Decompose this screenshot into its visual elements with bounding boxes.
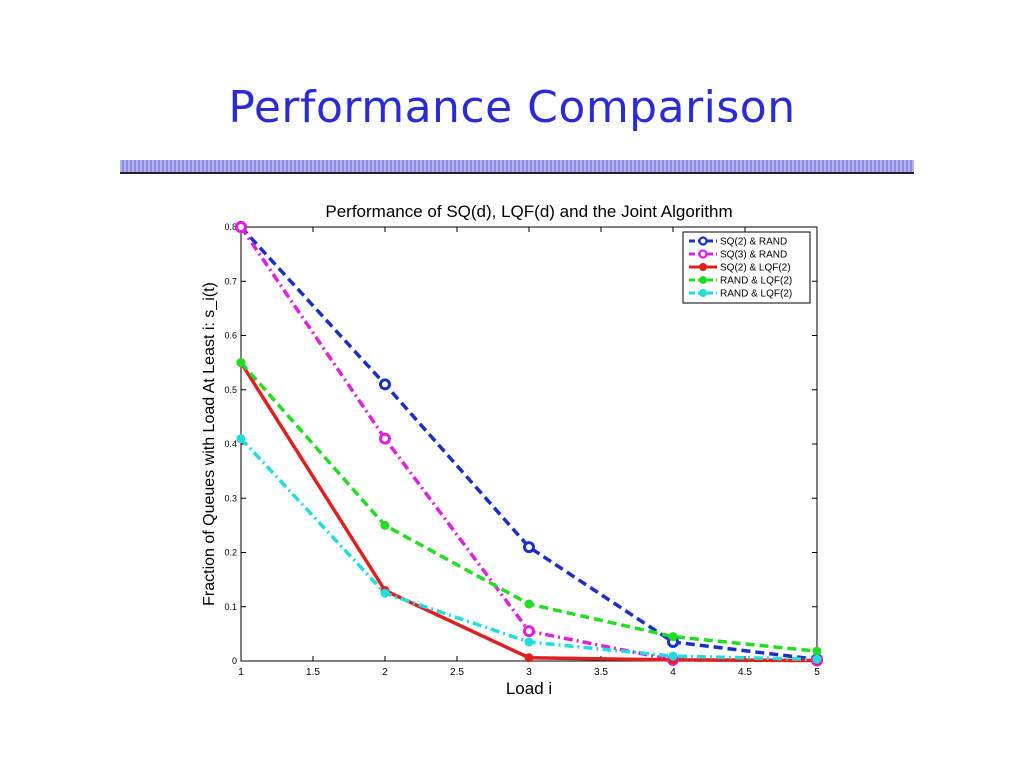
series-4-point [380,588,390,598]
legend-marker-2 [699,263,707,271]
y-tick-label: 0.4 [224,439,237,449]
series-line-0 [239,225,818,662]
chart-title: Performance of SQ(d), LQF(d) and the Joi… [325,202,732,221]
series-1-point [523,625,535,638]
legend-marker-1 [698,249,708,259]
x-tick-label: 4 [670,667,676,678]
y-axis-label: Fraction of Queues with Load At Least i:… [201,282,218,606]
slide-title: Performance Comparison [228,82,796,133]
y-tick-label: 0.5 [224,385,237,395]
series-3-point [668,632,678,642]
series-3-point [380,520,390,530]
legend-marker-0 [698,236,708,246]
series-4-point [668,651,678,661]
legend-label-0: SQ(2) & RAND [720,237,787,248]
x-tick-label: 1 [238,667,244,678]
x-tick-label: 5 [814,667,820,678]
y-tick-label: 0.6 [224,331,237,341]
series-4-point [236,434,246,444]
x-tick-label: 2.5 [450,667,464,678]
x-axis-label: Load i [506,679,552,698]
y-tick-label: 0.7 [224,276,237,286]
legend-marker-4 [699,289,707,297]
series-3-point [236,358,246,368]
series-3-point [524,599,534,609]
y-tick-label: 0.3 [224,493,237,503]
legend-label-4: RAND & LQF(2) [720,289,792,300]
x-tick-label: 2 [382,667,388,678]
series-0-point [523,541,535,554]
series-3-point [812,646,822,656]
series-4-point [524,637,534,647]
series-1-point [379,432,391,445]
legend-label-3: RAND & LQF(2) [720,276,792,287]
series-0-point [379,378,391,391]
y-tick-label: 0.8 [224,222,237,232]
series-2-point [524,653,534,663]
y-axis: 0 0.1 0.2 0.3 0.4 0.5 0.6 0.7 0.8 [224,222,817,666]
title-divider [120,160,914,174]
legend-label-2: SQ(2) & LQF(2) [720,263,791,274]
y-tick-label: 0.2 [224,548,237,558]
legend: SQ(2) & RAND SQ(3) & RAND SQ(2) & LQF(2) RA… [682,231,811,304]
series-1-point [235,221,247,233]
x-tick-label: 3.5 [594,667,608,678]
x-tick-label: 4.5 [738,667,752,678]
x-tick-label: 1.5 [306,667,320,678]
series-layer [235,221,823,667]
series-4-point [812,654,822,664]
y-tick-label: 0.1 [224,602,237,612]
x-tick-label: 3 [526,667,532,678]
legend-marker-3 [699,276,707,284]
y-tick-label: 0 [232,656,237,666]
legend-label-1: SQ(3) & RAND [720,250,787,261]
